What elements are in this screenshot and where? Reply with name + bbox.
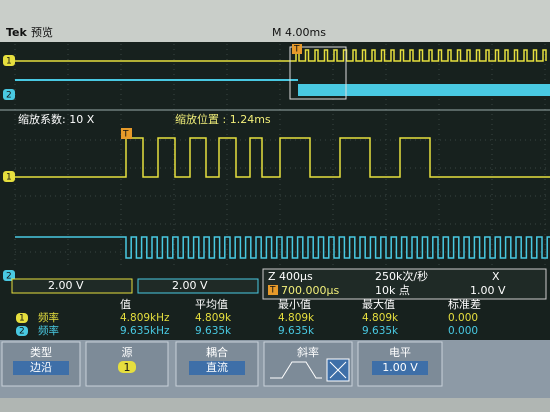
menu-title: 斜率 [297, 345, 319, 359]
measurement-value: 9.635k [362, 325, 399, 337]
zoom-position: 缩放位置 : 1.24ms [175, 112, 271, 126]
ch2-zoomed [15, 236, 550, 259]
trigger-marker-label: T [293, 45, 300, 55]
channel-marker-label: 2 [6, 272, 12, 282]
trigger-position: 700.000µs [281, 284, 339, 297]
measurement-value: 9.635k [195, 325, 232, 337]
measurement-name: 频率 [38, 324, 59, 337]
ch2-scale-box [137, 278, 259, 294]
top-bar [0, 0, 550, 42]
measurement-table: 值 平均值 最小值 最大值 标准差 1 频率 4.809kHz 4.809k 4.809k 4.80… [16, 297, 481, 337]
menu-value-box [13, 361, 69, 375]
timebase: M 4.00ms [272, 26, 326, 39]
menu-value-box [372, 361, 428, 375]
zoom-window [289, 46, 347, 100]
zoom-factor: 缩放系数: 10 X [18, 112, 95, 126]
measurement-value: 4.809k [195, 312, 232, 324]
measurement-value: 9.635kHz [120, 325, 170, 337]
column-header: 最小值 [278, 298, 311, 311]
grid [14, 44, 550, 268]
timing-box [262, 268, 547, 300]
menu-title: 电平 [389, 346, 411, 359]
channel-marker-label: 1 [19, 314, 25, 324]
measurement-value: 4.809kHz [120, 312, 170, 324]
measurement-value: 0.000 [448, 312, 478, 324]
trigger-marker [121, 128, 132, 139]
ch1-overview [15, 49, 547, 62]
ch2-scale: 2.00 V [172, 279, 208, 292]
channel-marker [16, 326, 28, 336]
channel-marker [118, 361, 136, 373]
menu-value: 边沿 [30, 361, 52, 374]
measurement-value: 0.000 [448, 325, 478, 337]
channel-marker [3, 89, 15, 100]
channel-marker-label: 1 [6, 173, 12, 183]
column-header: 平均值 [195, 298, 228, 311]
channel-marker [16, 313, 28, 323]
menu-value: 直流 [206, 360, 228, 374]
menu-title: 耦合 [206, 345, 228, 359]
slope-rising [270, 361, 300, 379]
ch1-scale-box [11, 278, 133, 294]
channel-marker [3, 171, 15, 182]
measurement-value: 9.635k [278, 325, 315, 337]
trigger-level: 1.00 V [470, 284, 506, 297]
channel-marker-label: 2 [6, 91, 12, 101]
measurement-value: 4.809k [278, 312, 315, 324]
menu-title: 源 [122, 345, 133, 359]
column-header: 值 [120, 298, 131, 311]
channel-marker [3, 55, 15, 66]
trigger-icon [268, 285, 278, 295]
channel-marker-label: 1 [6, 57, 12, 67]
trigger-slope: X [492, 270, 500, 283]
record-length: 10k 点 [375, 284, 410, 297]
ch1-zoomed [15, 137, 550, 178]
menu-value: 1.00 V [382, 361, 418, 374]
menu-value-box [189, 361, 245, 375]
slope-either-icon [329, 361, 347, 379]
trigger-marker [292, 44, 302, 54]
column-header: 标准差 [448, 297, 481, 311]
measurement-name: 频率 [38, 311, 59, 324]
brand: Tek [6, 26, 28, 39]
menu-value: 1 [124, 361, 131, 374]
channel-marker [3, 270, 15, 281]
ch2-overview-band [298, 84, 550, 96]
mode: 预览 [31, 25, 53, 39]
trigger-marker-label: T [122, 130, 129, 140]
bezel [0, 398, 550, 412]
channel-marker-label: 2 [19, 327, 25, 337]
sample-rate: 250k次/秒 [375, 269, 428, 283]
slope-falling [300, 361, 322, 379]
menu-title: 类型 [30, 345, 52, 359]
waveforms [15, 49, 550, 259]
trigger-icon-label: T [269, 286, 276, 296]
zoom-scale: Z 400µs [268, 270, 313, 283]
ch1-scale: 2.00 V [48, 279, 84, 292]
measurement-value: 4.809k [362, 312, 399, 324]
column-header: 最大值 [362, 297, 395, 311]
